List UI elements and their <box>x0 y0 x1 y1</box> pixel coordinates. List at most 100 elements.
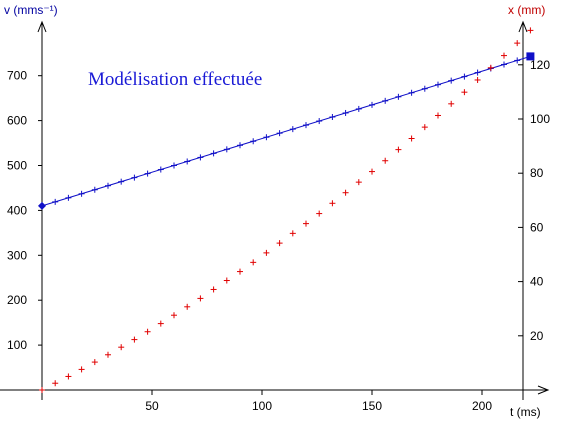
velocity-point <box>342 109 349 116</box>
position-point <box>501 52 507 59</box>
velocity-point <box>105 182 111 189</box>
position-point <box>184 303 191 310</box>
position-point <box>316 210 323 217</box>
model-end-handle <box>526 52 535 61</box>
right-tick-label: 100 <box>530 112 550 126</box>
position-point <box>39 387 45 393</box>
velocity-point <box>329 114 336 121</box>
position-point <box>355 179 362 186</box>
right-tick-label: 120 <box>530 58 550 72</box>
velocity-point <box>435 81 441 88</box>
velocity-point <box>52 198 59 205</box>
position-point <box>527 27 534 34</box>
velocity-point <box>303 122 309 129</box>
model-annotation: Modélisation effectuée <box>88 69 262 90</box>
velocity-point <box>157 166 164 173</box>
x-axis-arrow <box>537 385 550 395</box>
right-axis-title: x (mm) <box>508 3 545 17</box>
velocity-point <box>474 69 481 76</box>
position-point <box>514 40 521 47</box>
velocity-point <box>197 154 204 161</box>
position-point <box>78 366 85 373</box>
position-point <box>131 336 138 343</box>
position-point <box>144 328 151 335</box>
velocity-point <box>210 150 217 157</box>
velocity-model-line <box>41 55 531 207</box>
right-tick-label: 80 <box>530 166 544 180</box>
velocity-point <box>131 174 138 181</box>
position-point <box>474 76 481 83</box>
left-tick-label: 300 <box>7 248 27 262</box>
position-point <box>237 268 243 275</box>
left-tick-label: 100 <box>7 338 27 352</box>
left-axis-arrow <box>37 20 47 33</box>
velocity-point <box>237 142 243 149</box>
x-tick-label: 150 <box>362 399 382 413</box>
left-tick-label: 700 <box>7 69 27 83</box>
left-tick-label: 400 <box>7 203 27 217</box>
velocity-point <box>461 73 468 80</box>
position-point <box>210 286 217 293</box>
right-tick-label: 20 <box>530 329 544 343</box>
velocity-point <box>78 190 85 197</box>
position-point <box>461 89 468 96</box>
velocity-point <box>408 89 415 96</box>
position-point <box>329 200 336 207</box>
velocity-point <box>514 57 521 64</box>
velocity-point <box>250 138 257 145</box>
velocity-point <box>395 93 402 100</box>
axes <box>0 20 550 400</box>
position-point <box>369 168 375 175</box>
position-point <box>250 259 257 266</box>
position-point <box>91 359 98 366</box>
velocity-point <box>118 178 125 185</box>
position-point <box>435 112 441 119</box>
x-tick-label: 100 <box>252 399 272 413</box>
position-point <box>171 312 177 319</box>
ticks: 50 100 150 200 100 200 300 400 500 600 700 20 40 60 80… <box>7 58 550 413</box>
x-tick-label: 50 <box>145 399 159 413</box>
right-tick-label: 60 <box>530 220 544 234</box>
position-point <box>197 295 204 302</box>
left-tick-label: 600 <box>7 114 27 128</box>
right-tick-label: 40 <box>530 275 544 289</box>
position-point <box>303 220 309 227</box>
velocity-point <box>223 146 230 153</box>
velocity-point <box>355 105 362 112</box>
velocity-point <box>289 126 296 133</box>
velocity-point <box>448 77 455 84</box>
model-start-handle <box>38 201 46 210</box>
position-point <box>448 100 455 107</box>
velocity-point <box>369 101 375 108</box>
velocity-point <box>91 186 98 193</box>
x-tick-label: 200 <box>472 399 492 413</box>
velocity-point <box>501 61 507 68</box>
position-point <box>382 157 389 164</box>
position-point <box>65 373 72 380</box>
position-point <box>408 135 415 142</box>
position-point <box>342 189 349 196</box>
position-point <box>105 351 111 358</box>
velocity-point <box>144 170 151 177</box>
data-marks <box>38 27 535 393</box>
right-axis-arrow <box>518 20 528 33</box>
velocity-point <box>171 162 177 169</box>
left-axis-title: v (mms⁻¹) <box>4 3 58 17</box>
position-point <box>263 249 270 256</box>
x-axis-title: t (ms) <box>510 405 541 419</box>
position-point <box>395 146 402 153</box>
position-point <box>276 240 283 247</box>
velocity-point <box>65 194 72 201</box>
position-point <box>289 230 296 237</box>
velocity-point <box>276 130 283 137</box>
velocity-point <box>382 97 389 104</box>
left-tick-label: 500 <box>7 159 27 173</box>
velocity-point <box>421 85 428 92</box>
position-point <box>118 344 125 351</box>
position-point <box>421 124 428 131</box>
position-point <box>52 380 59 387</box>
velocity-point <box>316 118 323 125</box>
position-point <box>223 277 230 284</box>
